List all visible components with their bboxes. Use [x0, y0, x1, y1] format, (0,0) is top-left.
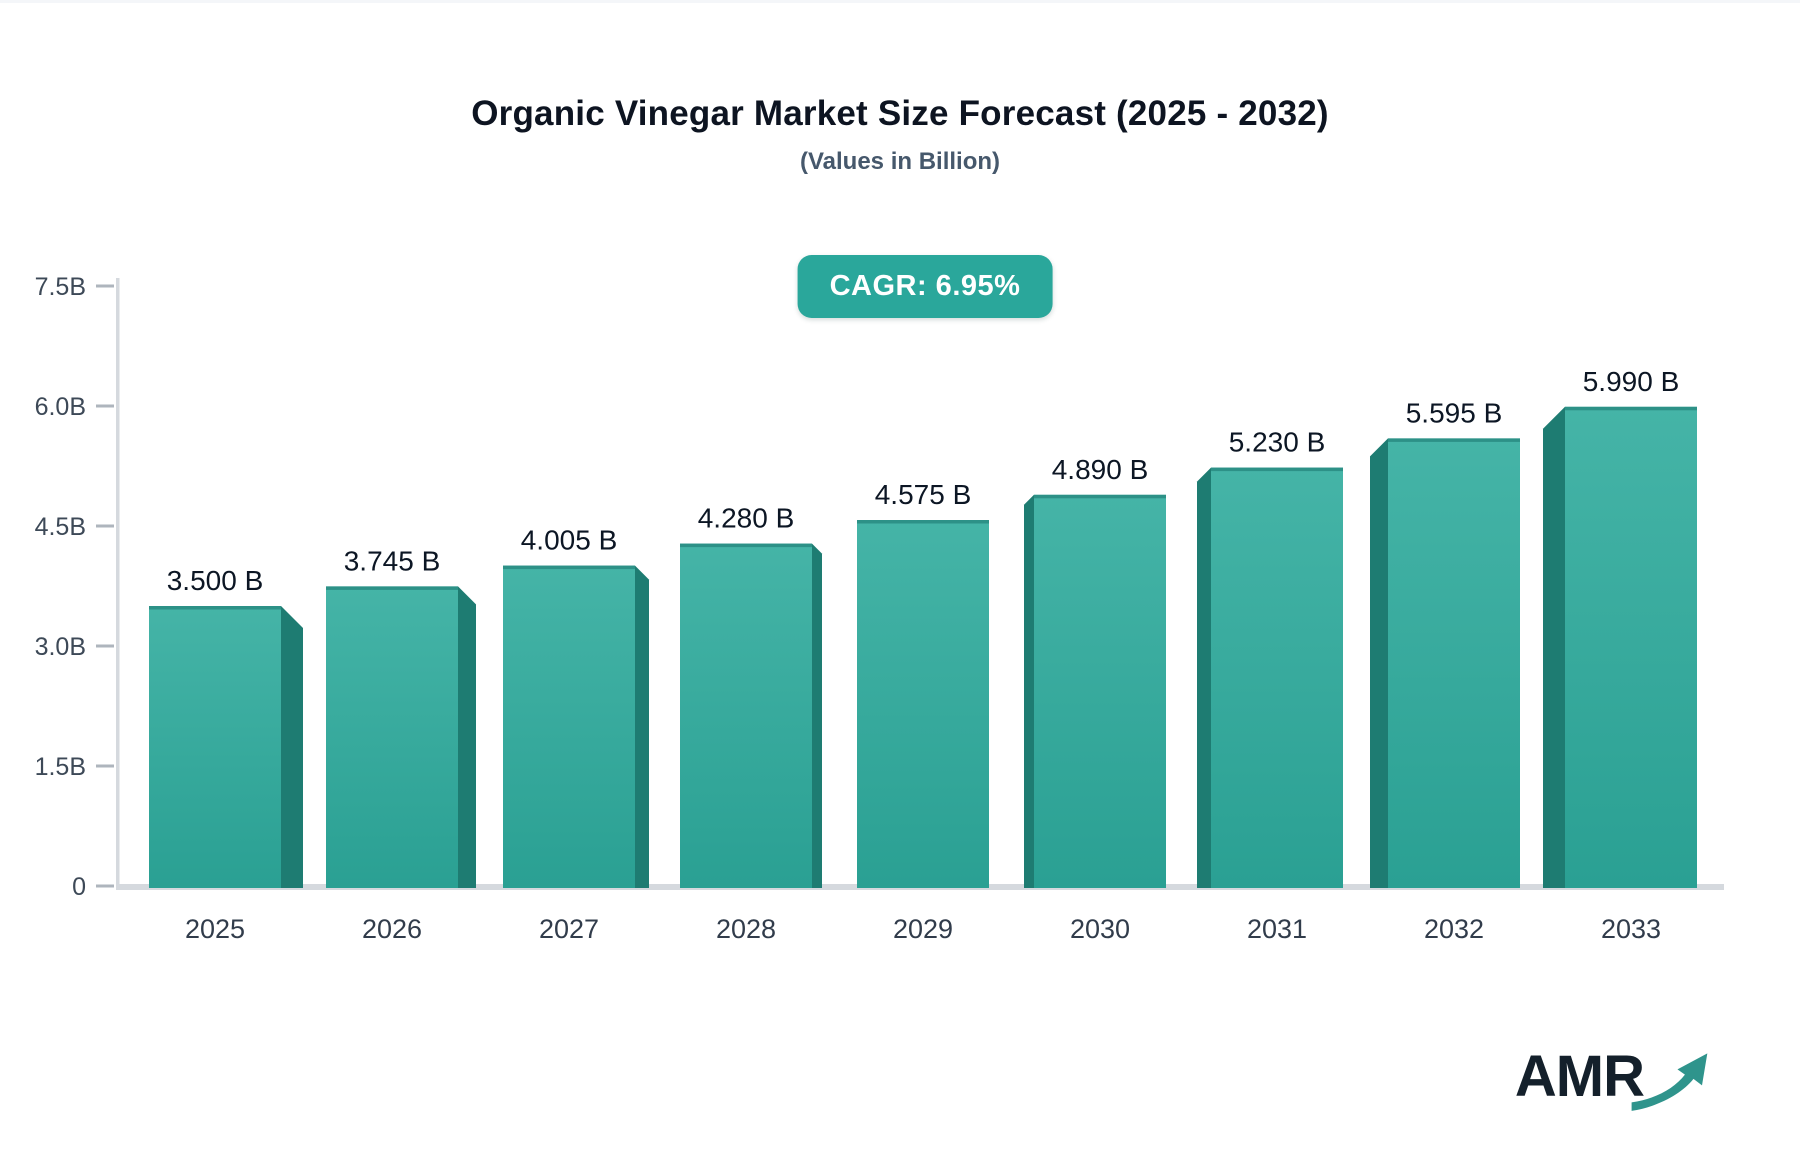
y-tick-label-1.5B: 1.5B	[35, 753, 86, 781]
bar-value-label-2025: 3.500 B	[167, 565, 264, 596]
growth-arrow-icon	[1631, 1053, 1708, 1111]
bar-group-2032: 5.595 B 2032	[1370, 397, 1520, 944]
x-tick-label-2027: 2027	[539, 914, 599, 944]
bar-side-2031	[1197, 467, 1211, 888]
bar-side-2028	[812, 543, 822, 888]
bar-value-label-2029: 4.575 B	[875, 479, 972, 510]
bar-side-2033	[1543, 406, 1565, 888]
bar-top-edge-2031	[1211, 467, 1343, 472]
bar-group-2030: 4.890 B 2030	[1024, 454, 1166, 944]
x-tick-label-2033: 2033	[1601, 914, 1661, 944]
y-tick-dash-1.5B	[96, 764, 114, 768]
x-tick-label-2031: 2031	[1247, 914, 1307, 944]
bar-2028	[680, 543, 812, 888]
bar-2032	[1388, 438, 1520, 888]
bar-2027	[503, 565, 635, 888]
bar-top-edge-2026	[326, 586, 458, 590]
x-tick-label-2028: 2028	[716, 914, 776, 944]
y-tick-dash-4.5B	[96, 524, 114, 528]
y-tick-dash-3.0B	[96, 644, 114, 648]
bar-group-2025: 3.500 B 2025	[149, 565, 303, 944]
bar-group-2028: 4.280 B 2028	[680, 503, 822, 944]
bar-side-2032	[1370, 438, 1388, 888]
bar-top-edge-2029	[857, 520, 989, 524]
y-tick-dash-7.5B	[96, 284, 114, 288]
bar-2026	[326, 586, 458, 888]
x-tick-label-2029: 2029	[893, 914, 953, 944]
bar-top-edge-2028	[680, 543, 812, 548]
bar-side-2027	[635, 565, 649, 888]
x-tick-label-2025: 2025	[185, 914, 245, 944]
bar-value-label-2031: 5.230 B	[1229, 427, 1326, 458]
bar-top-edge-2025	[149, 606, 281, 610]
bar-2030	[1034, 494, 1166, 888]
chart-title: Organic Vinegar Market Size Forecast (20…	[471, 94, 1329, 133]
bar-group-2027: 4.005 B 2027	[503, 525, 649, 944]
x-tick-label-2026: 2026	[362, 914, 422, 944]
bar-side-2026	[458, 586, 476, 888]
bar-value-label-2033: 5.990 B	[1583, 366, 1680, 397]
chart-subtitle: (Values in Billion)	[799, 148, 1001, 175]
y-tick-label-4.5B: 4.5B	[35, 513, 86, 541]
bar-2025	[149, 606, 281, 888]
bar-side-2025	[281, 606, 303, 888]
bar-value-label-2027: 4.005 B	[521, 525, 618, 556]
bar-chart-plot: 7.5B 6.0B 4.5B 3.0B 1.5B 0 3.500 B 2025 3.745 B 2…	[35, 273, 1724, 944]
bar-2029	[857, 520, 989, 888]
bar-top-edge-2027	[503, 565, 635, 570]
bar-2033	[1565, 406, 1697, 888]
bar-value-label-2026: 3.745 B	[344, 545, 441, 576]
y-tick-label-7.5B: 7.5B	[35, 273, 86, 301]
x-tick-label-2030: 2030	[1070, 914, 1130, 944]
amr-logo-text: AMR	[1514, 1044, 1645, 1109]
cagr-badge: CAGR: 6.95%	[797, 255, 1053, 318]
y-axis-line	[116, 278, 120, 888]
amr-logo: AMR	[1515, 1042, 1712, 1112]
bar-group-2026: 3.745 B 2026	[326, 545, 476, 944]
y-tick-label-0: 0	[72, 873, 86, 901]
bar-side-2030	[1024, 494, 1034, 888]
bar-2031	[1211, 467, 1343, 888]
bar-group-2031: 5.230 B 2031	[1197, 427, 1343, 944]
bar-group-2033: 5.990 B 2033	[1543, 366, 1697, 944]
y-tick-dash-0	[96, 884, 114, 888]
bar-value-label-2028: 4.280 B	[698, 503, 795, 534]
bar-value-label-2030: 4.890 B	[1052, 454, 1149, 485]
x-tick-label-2032: 2032	[1424, 914, 1484, 944]
y-tick-label-6.0B: 6.0B	[35, 393, 86, 421]
bar-top-edge-2030	[1034, 494, 1166, 499]
top-border-strip	[0, 0, 1800, 3]
bar-value-label-2032: 5.595 B	[1406, 397, 1503, 428]
bar-top-edge-2033	[1565, 406, 1697, 411]
cagr-badge-label: CAGR: 6.95%	[829, 270, 1021, 302]
y-tick-dash-6.0B	[96, 404, 114, 408]
bar-top-edge-2032	[1388, 438, 1520, 442]
y-tick-label-3.0B: 3.0B	[35, 633, 86, 661]
bar-group-2029: 4.575 B 2029	[857, 479, 989, 944]
